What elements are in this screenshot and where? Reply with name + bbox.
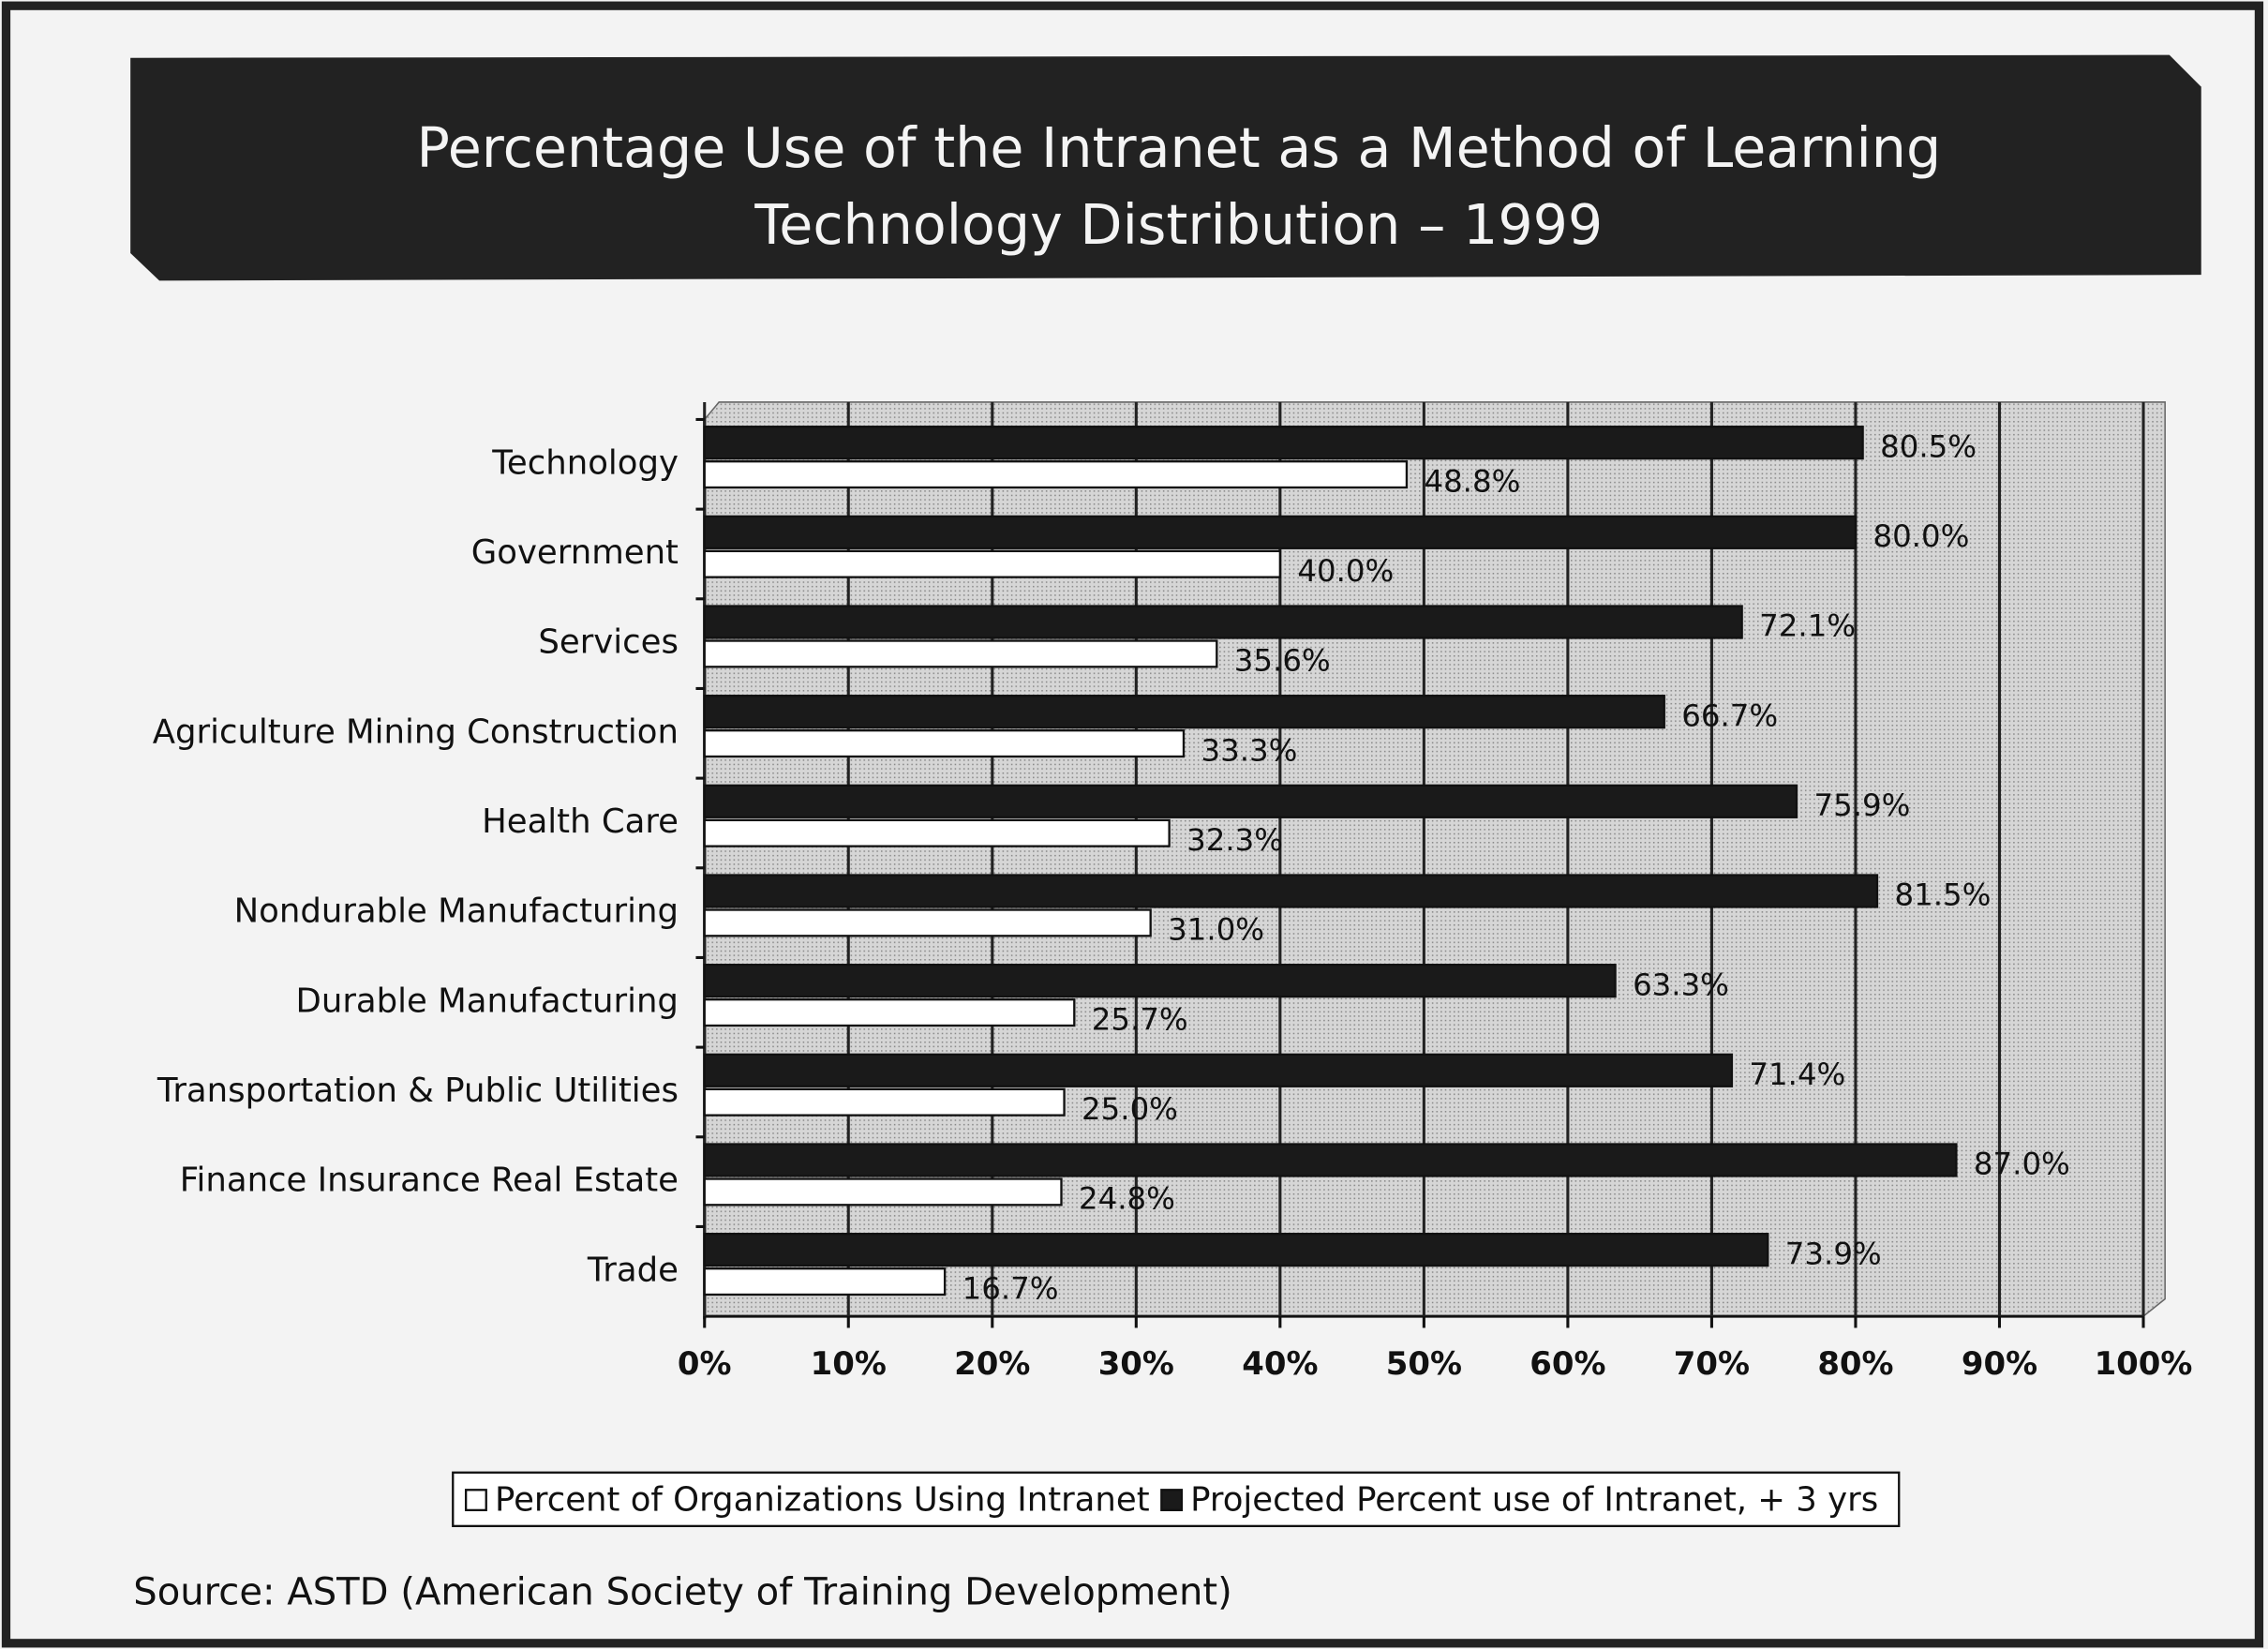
chart-title: Technology Distribution – 1999 <box>754 193 1603 257</box>
y-tick-label: Nondurable Manufacturing <box>234 892 679 931</box>
data-label: 66.7% <box>1681 697 1778 733</box>
bar <box>703 695 1665 729</box>
bar <box>703 1267 947 1297</box>
x-tick-label: 70% <box>1674 1345 1750 1383</box>
y-tick-label: Transportation & Public Utilities <box>157 1072 679 1110</box>
data-label: 24.8% <box>1079 1181 1175 1217</box>
x-tick-label: 10% <box>811 1345 887 1383</box>
bar <box>703 639 1218 668</box>
data-label: 75.9% <box>1814 787 1911 823</box>
bar <box>703 1177 1063 1207</box>
legend-swatch <box>464 1489 487 1512</box>
data-label: 35.6% <box>1234 643 1331 679</box>
data-label: 80.0% <box>1873 518 1969 554</box>
data-label: 73.9% <box>1785 1236 1882 1271</box>
data-label: 40.0% <box>1297 553 1394 589</box>
data-label: 48.8% <box>1424 463 1520 499</box>
x-tick-label: 50% <box>1386 1345 1462 1383</box>
data-label: 87.0% <box>1974 1147 2070 1182</box>
x-tick-label: 80% <box>1817 1345 1893 1383</box>
bar <box>703 549 1281 578</box>
bar <box>703 426 1864 460</box>
x-tick-label: 30% <box>1098 1345 1174 1383</box>
bar <box>703 460 1409 489</box>
chart-title: Percentage Use of the Intranet as a Meth… <box>416 116 1941 180</box>
bar <box>703 874 1879 908</box>
y-tick-label: Services <box>538 623 679 662</box>
legend-label: Projected Percent use of Intranet, + 3 y… <box>1190 1481 1878 1520</box>
data-label: 81.5% <box>1894 877 1991 913</box>
x-tick-label: 100% <box>2095 1345 2193 1383</box>
y-tick-label: Government <box>471 533 679 572</box>
legend-label: Percent of Organizations Using Intranet <box>495 1481 1150 1520</box>
data-label: 63.3% <box>1633 967 1729 1002</box>
data-label: 16.7% <box>962 1270 1059 1306</box>
data-label: 25.7% <box>1092 1001 1188 1037</box>
data-label: 71.4% <box>1749 1057 1845 1092</box>
legend-swatch <box>1160 1489 1184 1512</box>
x-tick-label: 60% <box>1529 1345 1605 1383</box>
y-tick-label: Finance Insurance Real Estate <box>180 1162 679 1200</box>
data-label: 33.3% <box>1201 732 1297 768</box>
y-tick-label: Agriculture Mining Construction <box>153 712 679 751</box>
y-tick-label: Technology <box>491 443 679 482</box>
x-tick-label: 40% <box>1242 1345 1318 1383</box>
bar <box>703 818 1171 847</box>
data-label: 32.3% <box>1186 822 1283 858</box>
bar <box>703 515 1858 549</box>
bar <box>703 1053 1734 1087</box>
x-tick-label: 20% <box>954 1345 1030 1383</box>
bar <box>703 998 1076 1027</box>
y-tick-label: Trade <box>587 1251 679 1289</box>
bar <box>703 1143 1958 1177</box>
bar <box>703 1233 1769 1267</box>
data-label: 25.0% <box>1082 1091 1178 1127</box>
data-label: 72.1% <box>1759 608 1856 644</box>
bar <box>703 964 1617 998</box>
y-tick-label: Health Care <box>482 802 679 841</box>
bar <box>703 1087 1066 1117</box>
bar <box>703 784 1798 818</box>
data-label: 80.5% <box>1880 428 1977 464</box>
x-tick-label: 0% <box>678 1345 732 1383</box>
y-tick-label: Durable Manufacturing <box>296 982 679 1020</box>
bar <box>703 908 1152 937</box>
data-label: 31.0% <box>1168 912 1264 948</box>
bar <box>703 605 1743 639</box>
bar <box>703 729 1186 758</box>
title-banner <box>130 54 2201 281</box>
source-note: Source: ASTD (American Society of Traini… <box>133 1570 1232 1613</box>
x-tick-label: 90% <box>1962 1345 2037 1383</box>
